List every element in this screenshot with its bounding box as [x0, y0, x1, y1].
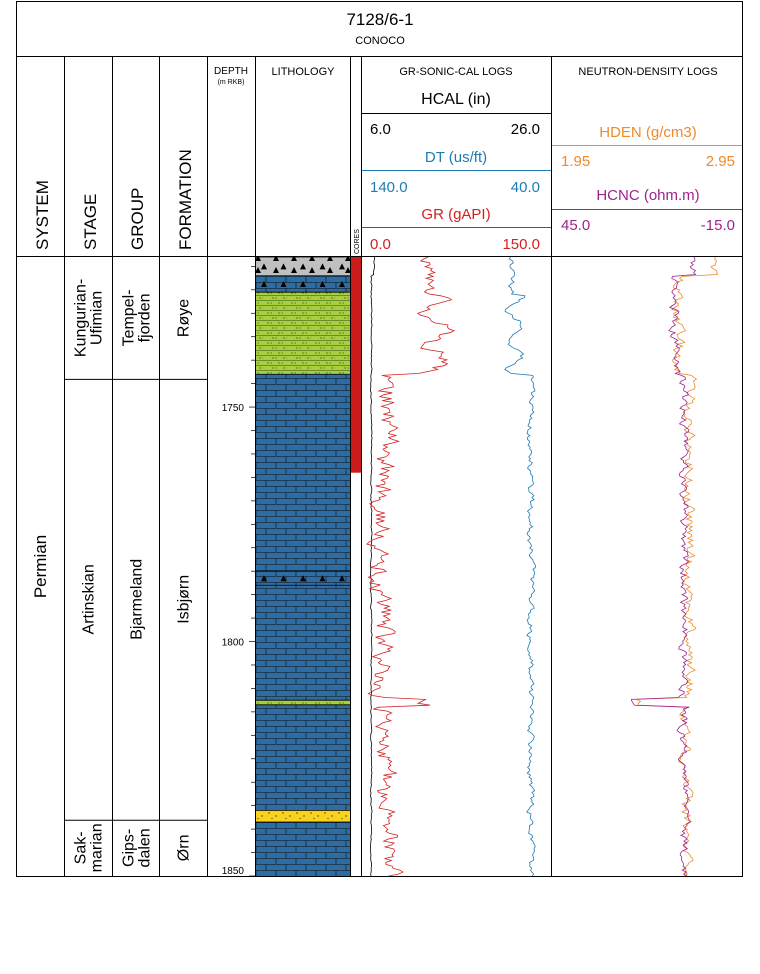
- depth-tick-label: 1750: [222, 403, 245, 414]
- stage-unit: Artinskian: [81, 564, 98, 634]
- cores-column: [351, 257, 361, 473]
- depth-header: DEPTH: [214, 66, 248, 77]
- depth-tick-label: 1850: [222, 866, 245, 877]
- gr-curve: [366, 256, 456, 877]
- dt-label: DT (us/ft): [425, 149, 487, 166]
- operator-name: CONOCO: [355, 35, 405, 47]
- stratigraphy-columns: Permian Kungurian-Ufimian Artinskian Sak-ma…: [31, 279, 207, 872]
- depth-axis: 1750 1800 1850: [222, 257, 256, 877]
- cores-header: CORES: [354, 229, 361, 254]
- lithology-column: [256, 256, 350, 876]
- hcnc-min: 45.0: [561, 217, 590, 234]
- stage-unit: Kungurian-Ufimian: [73, 279, 106, 357]
- hden-curve: [635, 256, 719, 877]
- hden-min: 1.95: [561, 153, 590, 170]
- stage-unit: Sak-marian: [73, 823, 106, 872]
- hcnc-curve: [630, 256, 697, 877]
- system-unit: Permian: [31, 535, 50, 598]
- log-curves: [366, 256, 719, 877]
- hden-label: HDEN (g/cm3): [599, 124, 697, 141]
- system-header: SYSTEM: [33, 180, 52, 250]
- lithology-header: LITHOLOGY: [272, 66, 336, 78]
- depth-tick-label: 1800: [222, 638, 245, 649]
- gr-min: 0.0: [370, 236, 391, 253]
- hcal-curve: [369, 256, 376, 877]
- group-unit: Tempel-fjorden: [121, 290, 154, 347]
- gr-sonic-cal-header: GR-SONIC-CAL LOGS: [399, 66, 512, 78]
- dt-curve: [504, 256, 536, 877]
- formation-unit: Isbjørn: [176, 575, 193, 624]
- hcal-min: 6.0: [370, 121, 391, 138]
- formation-unit: Røye: [176, 299, 193, 337]
- group-unit: Gips-dalen: [121, 828, 154, 867]
- core-interval: [351, 257, 361, 473]
- gr-max: 150.0: [502, 236, 540, 253]
- formation-header: FORMATION: [176, 149, 195, 250]
- stage-header: STAGE: [81, 194, 100, 250]
- group-header: GROUP: [128, 188, 147, 250]
- hcal-max: 26.0: [511, 121, 540, 138]
- neutron-density-header: NEUTRON-DENSITY LOGS: [578, 66, 717, 78]
- dt-min: 140.0: [370, 179, 408, 196]
- group-unit: Bjarmeland: [129, 559, 146, 640]
- hden-max: 2.95: [706, 153, 735, 170]
- hcnc-label: HCNC (ohm.m): [596, 187, 699, 204]
- depth-unit: (m RKB): [218, 79, 245, 86]
- gr-label: GR (gAPI): [421, 206, 490, 223]
- dt-max: 40.0: [511, 179, 540, 196]
- formation-unit: Ørn: [176, 835, 193, 862]
- well-title: 7128/6-1: [346, 10, 413, 29]
- hcal-label: HCAL (in): [421, 91, 491, 108]
- hcnc-max: -15.0: [701, 217, 735, 234]
